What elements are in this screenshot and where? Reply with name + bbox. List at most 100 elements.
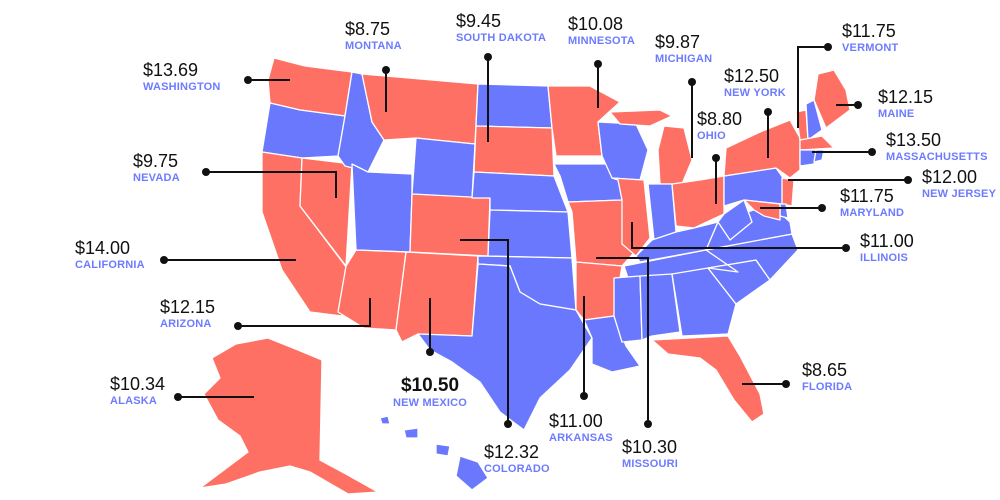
leader-maine [836,101,862,109]
state-alaska [199,337,379,495]
leader-arizona [234,298,371,330]
state-new-jersey [781,177,795,207]
state-name: COLORADO [484,463,550,475]
state-name: ILLINOIS [860,252,909,264]
state-name: MICHIGAN [655,53,713,65]
state-name: MINNESOTA [568,35,635,47]
leader-florida [742,380,790,388]
wage-value: $12.50 [724,66,780,86]
label-maryland: $11.75 MARYLAND [840,187,904,219]
wage-value: $12.00 [922,167,978,187]
leader-minnesota [594,60,602,108]
state-name: MARYLAND [840,207,905,219]
state-name: ARKANSAS [549,432,613,444]
label-montana: $8.75 MONTANA [345,20,402,52]
leader-illinois [631,222,850,252]
state-name: OHIO [697,130,726,142]
state-kansas [487,209,573,259]
label-nevada: $9.75 NEVADA [133,152,180,184]
state-name: WASHINGTON [143,81,221,93]
leader-arkansas [580,296,588,400]
state-georgia [671,267,737,337]
label-new-mexico: $10.50 NEW MEXICO [384,376,476,409]
label-alaska: $10.34 ALASKA [110,375,165,407]
state-utah [351,163,413,253]
state-name: ARIZONA [160,318,212,330]
state-arizona [337,249,407,331]
state-colorado [409,193,491,257]
label-massachusetts: $13.50 MASSACHUSETTS [886,131,988,163]
wage-value: $11.00 [860,231,914,251]
label-missouri: $10.30 MISSOURI [622,438,678,470]
state-illinois [611,177,651,257]
leader-nevada [202,168,337,198]
wage-value: $11.75 [840,186,894,206]
leader-vermont [797,43,832,128]
wage-value: $11.75 [842,21,896,41]
state-hawaii-maui [435,443,451,457]
wage-value: $10.30 [622,437,678,457]
state-name: MAINE [878,108,915,120]
state-name: FLORIDA [802,381,853,393]
wage-value: $8.65 [802,360,848,380]
state-name: MONTANA [345,40,402,52]
state-name: VERMONT [842,42,899,54]
state-hawaii-kauai [379,415,391,425]
label-florida: $8.65 FLORIDA [802,361,852,393]
leader-missouri [596,257,652,428]
label-south-dakota: $9.45 SOUTH DAKOTA [456,12,546,44]
state-alabama [639,273,681,341]
label-illinois: $11.00 ILLINOIS [860,232,914,264]
state-maine [813,69,851,129]
state-indiana [647,183,677,241]
wage-value: $10.50 [400,375,460,396]
leader-colorado [460,239,512,428]
wage-value: $14.00 [75,238,131,258]
label-arkansas: $11.00 ARKANSAS [549,412,613,444]
wage-value: $10.34 [110,374,166,394]
label-california: $14.00 CALIFORNIA [75,239,145,271]
state-west-virginia [717,199,753,241]
state-name: MASSACHUSETTS [886,151,988,163]
state-name: CALIFORNIA [75,259,145,271]
state-delaware [779,203,789,219]
state-kentucky [635,221,719,263]
state-name: MISSOURI [622,458,678,470]
leader-michigan [688,78,696,158]
label-vermont: $11.75 VERMONT [842,22,898,54]
wage-value: $13.69 [143,60,199,80]
leader-montana [382,66,390,112]
leader-alaska [174,393,254,401]
state-florida [651,335,765,423]
label-maine: $12.15 MAINE [878,88,933,120]
state-maryland [743,199,781,221]
state-south-dakota [473,125,555,177]
state-new-mexico [395,251,479,343]
wage-value: $8.80 [697,109,743,129]
wage-value: $13.50 [886,130,942,150]
wage-value: $12.32 [484,442,540,462]
state-montana [361,73,479,145]
state-hawaii-oahu [403,427,419,439]
wage-value: $9.45 [456,11,502,31]
wage-value: $11.00 [549,411,603,431]
leader-south-dakota [484,53,492,142]
state-name: SOUTH DAKOTA [456,32,547,44]
label-michigan: $9.87 MICHIGAN [655,33,712,65]
state-wyoming [411,137,476,199]
leader-maryland [760,204,826,212]
state-name: NEW MEXICO [392,397,468,409]
label-colorado: $12.32 COLORADO [484,443,550,475]
label-minnesota: $10.08 MINNESOTA [568,15,635,47]
state-new-york [723,119,801,179]
state-mississippi [613,275,643,343]
wage-value: $9.87 [655,32,701,52]
state-michigan-upper [609,109,673,127]
label-arizona: $12.15 ARIZONA [160,298,215,330]
wage-value: $10.08 [568,14,624,34]
wage-value: $8.75 [345,19,391,39]
state-connecticut [799,149,817,167]
leader-california [160,256,296,264]
